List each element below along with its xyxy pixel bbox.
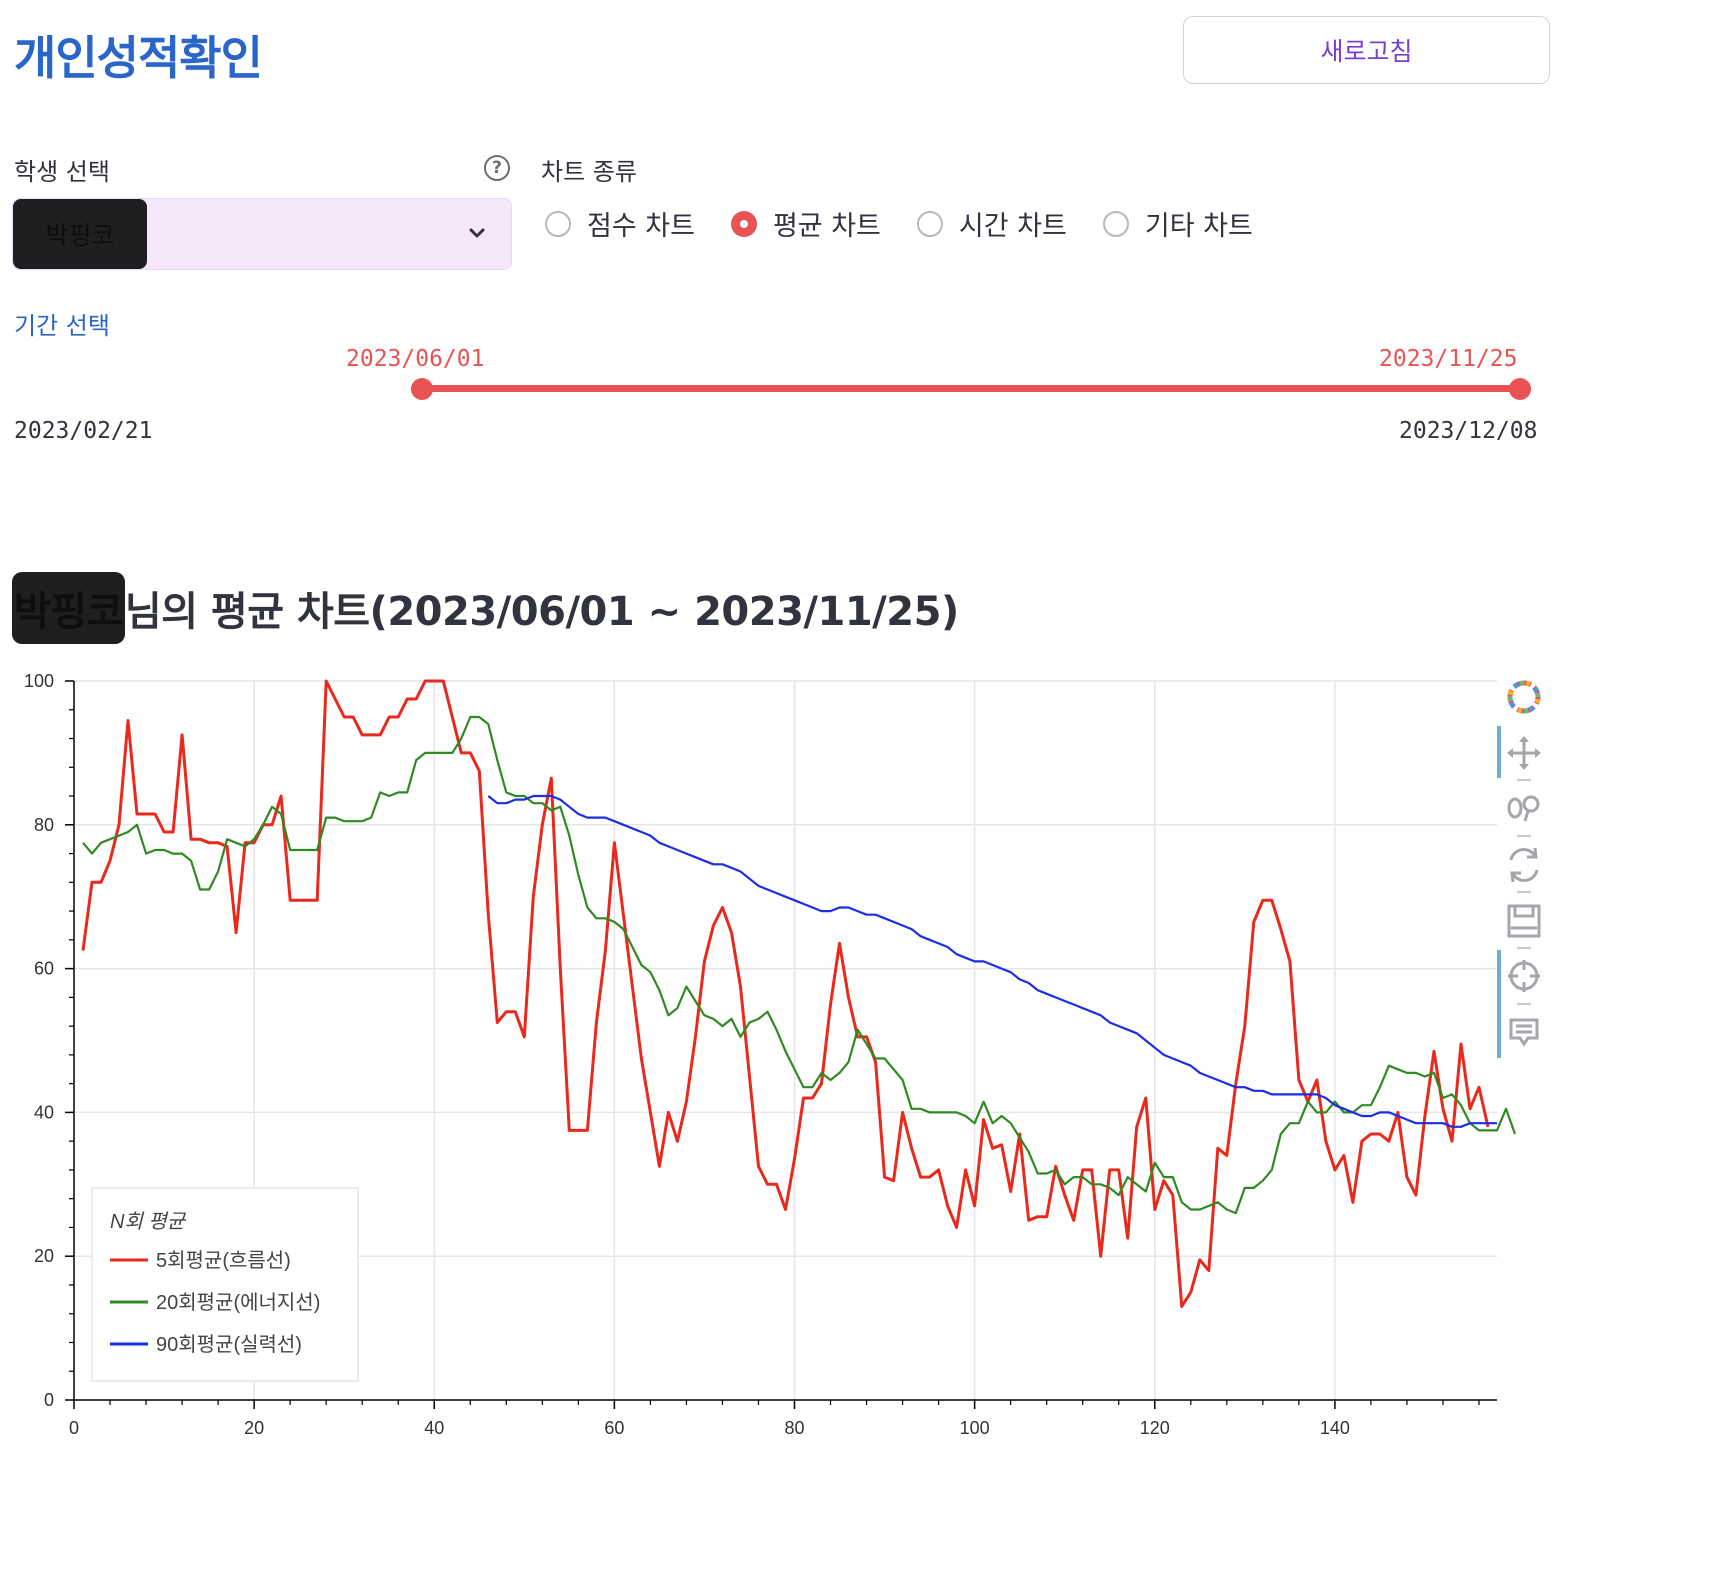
- radio-other-chart[interactable]: 기타 차트: [1102, 204, 1253, 243]
- y-tick-label: 80: [34, 815, 54, 835]
- x-tick-label: 120: [1140, 1418, 1170, 1438]
- chevron-down-icon: [469, 228, 485, 238]
- refresh-button[interactable]: 새로고침: [1183, 16, 1550, 84]
- chart-type-radio-group: 점수 차트 평균 차트 시간 차트 기타 차트: [545, 204, 1289, 243]
- radio-dot-icon: [730, 210, 757, 237]
- student-select[interactable]: 박핑코: [12, 198, 512, 270]
- grid: [74, 680, 1497, 1400]
- chart-type-label: 차트 종류: [541, 158, 637, 186]
- y-tick-label: 20: [34, 1246, 54, 1266]
- y-tick-label: 40: [34, 1102, 54, 1122]
- radio-label: 평균 차트: [772, 211, 881, 242]
- bokeh-logo-icon[interactable]: [1507, 680, 1541, 714]
- legend-title: N회 평균: [110, 1211, 187, 1233]
- legend-label: 5회평균(흐름선): [156, 1249, 291, 1272]
- period-label: 기간 선택: [14, 312, 110, 340]
- series-line: [487, 794, 1497, 1128]
- slider-end-value: 2023/11/25: [1379, 346, 1518, 372]
- slider-start-handle[interactable]: [411, 378, 433, 400]
- chart-heading: 박핑코 님의 평균 차트(2023/06/01 ~ 2023/11/25): [12, 572, 959, 644]
- crosshair-icon[interactable]: [1508, 960, 1540, 992]
- y-tick-label: 100: [24, 671, 54, 691]
- x-tick-label: 140: [1320, 1418, 1350, 1438]
- x-tick-label: 80: [784, 1418, 804, 1438]
- x-tick-label: 100: [960, 1418, 990, 1438]
- x-tick-label: 20: [244, 1418, 264, 1438]
- radio-label: 기타 차트: [1144, 211, 1253, 242]
- legend: N회 평균 5회평균(흐름선) 20회평균(에너지선) 90회평균(실력선): [91, 1187, 359, 1382]
- axes: 0 20 40 60 80 100 120 140 0 20 40 60 80 100: [24, 671, 1497, 1438]
- legend-label: 20회평균(에너지선): [156, 1291, 320, 1314]
- radio-label: 시간 차트: [958, 211, 1067, 242]
- chart-heading-suffix: 님의 평균 차트(2023/06/01 ~ 2023/11/25): [124, 589, 959, 635]
- page-title: 개인성적확인: [14, 31, 263, 85]
- chart-heading-name: 박핑코: [12, 572, 125, 644]
- y-tick-label: 60: [34, 959, 54, 979]
- slider-start-value: 2023/06/01: [346, 346, 485, 372]
- series-line: [82, 715, 1517, 1215]
- radio-dot-icon: [916, 210, 943, 237]
- radio-dot-icon: [545, 210, 571, 237]
- legend-label: 90회평균(실력선): [156, 1333, 302, 1356]
- radio-time-chart[interactable]: 시간 차트: [916, 204, 1067, 243]
- radio-dot-icon: [1102, 210, 1129, 237]
- series-lines: [81, 679, 1517, 1308]
- wheel-zoom-icon[interactable]: [1507, 795, 1540, 822]
- slider-max-label: 2023/12/08: [1399, 418, 1538, 444]
- save-icon[interactable]: [1507, 904, 1541, 938]
- hover-icon[interactable]: [1509, 1018, 1539, 1047]
- radio-label: 점수 차트: [587, 211, 695, 242]
- legend-box: [91, 1187, 359, 1382]
- x-tick-label: 40: [424, 1418, 444, 1438]
- y-tick-label: 0: [44, 1390, 54, 1410]
- pan-icon[interactable]: [1507, 736, 1541, 770]
- radio-score-chart[interactable]: 점수 차트: [545, 204, 695, 243]
- x-tick-label: 60: [604, 1418, 624, 1438]
- student-select-label: 학생 선택: [14, 158, 110, 186]
- slider-end-handle[interactable]: [1509, 378, 1531, 400]
- x-tick-label: 0: [69, 1418, 79, 1438]
- date-range-slider[interactable]: [422, 385, 1520, 392]
- radio-average-chart[interactable]: 평균 차트: [730, 204, 881, 243]
- reset-icon[interactable]: [1509, 847, 1539, 883]
- series-line: [81, 679, 1490, 1308]
- slider-min-label: 2023/02/21: [14, 418, 153, 444]
- selected-student: 박핑코: [13, 199, 147, 269]
- question-circle-icon[interactable]: ?: [484, 155, 510, 181]
- chart-toolbar: [1497, 676, 1553, 1076]
